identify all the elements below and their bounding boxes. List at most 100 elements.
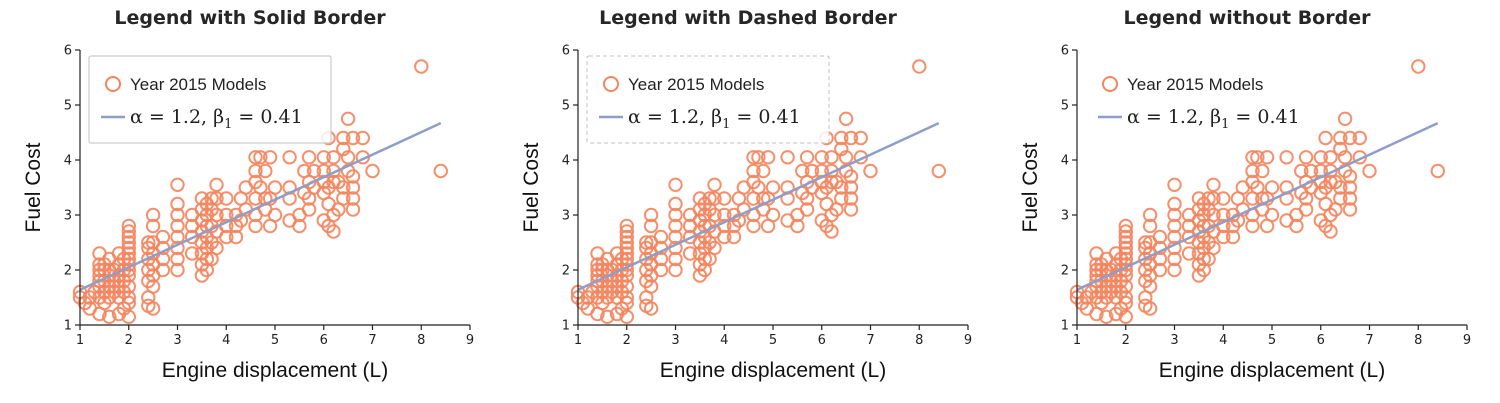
scatter-point [1323, 150, 1338, 165]
scatter-point [121, 309, 137, 324]
scatter-point [1118, 235, 1134, 250]
scatter-point [145, 218, 161, 234]
scatter-point [702, 191, 717, 206]
scatter-point [912, 59, 927, 74]
legend-math-rest: = 0.41 [730, 106, 800, 128]
legend-math-subscript: 1 [1221, 117, 1229, 132]
scatter-point [814, 150, 829, 165]
scatter-point [1167, 218, 1182, 234]
scatter-point [824, 150, 839, 165]
y-tick-label: 1 [1061, 319, 1069, 334]
scatter-point [1342, 130, 1358, 146]
scatter-point [653, 262, 669, 278]
y-tick-label: 3 [562, 209, 570, 224]
scatter-point [121, 251, 137, 267]
scatter-point [253, 150, 268, 165]
scatter-point [121, 295, 137, 311]
y-tick-label: 5 [1061, 99, 1069, 114]
scatter-point [155, 262, 171, 278]
scatter-point [1259, 150, 1275, 165]
scatter-point [1099, 309, 1114, 324]
x-tick-label: 1 [1073, 333, 1081, 348]
scatter-point [799, 202, 815, 217]
scatter-point [121, 229, 137, 245]
scatter-point [121, 218, 137, 234]
scatter-point [760, 150, 776, 165]
x-axis-label: Engine displacement (L) [660, 359, 886, 382]
legend-label-scatter: Year 2015 Models [1127, 75, 1263, 94]
scatter-point [1279, 150, 1294, 165]
y-tick-label: 4 [1061, 154, 1069, 169]
scatter-point [1118, 290, 1134, 305]
scatter-point [765, 207, 781, 223]
scatter-point [204, 191, 219, 206]
scatter-point [619, 218, 634, 234]
x-tick-label: 9 [964, 333, 972, 348]
x-tick-label: 6 [1317, 333, 1325, 348]
scatter-point [121, 268, 137, 283]
y-axis-label: Fuel Cost [520, 142, 543, 232]
scatter-point [1167, 229, 1182, 245]
scatter-point [1118, 240, 1134, 256]
scatter-point [619, 240, 634, 256]
scatter-point [1250, 150, 1265, 165]
x-tick-label: 9 [1463, 333, 1471, 348]
x-tick-label: 6 [320, 333, 328, 348]
scatter-point [619, 246, 634, 261]
scatter-point [824, 224, 839, 239]
y-tick-label: 3 [64, 209, 72, 224]
scatter-point [1118, 295, 1134, 311]
scatter-point [228, 229, 244, 245]
x-tick-label: 7 [368, 333, 376, 348]
scatter-point [1289, 218, 1304, 234]
scatter-point [619, 224, 634, 239]
scatter-point [619, 295, 634, 311]
scatter-point [1245, 163, 1260, 179]
scatter-point [1298, 202, 1314, 217]
scatter-point [145, 207, 161, 223]
scatter-point [1362, 163, 1377, 179]
scatter-point [199, 251, 215, 267]
scatter-point [1333, 180, 1348, 195]
legend-math-main: α = 1.2, β [628, 106, 722, 128]
legend: Year 2015 Models α = 1.2, β1 = 0.41 [586, 55, 830, 144]
scatter-point [121, 290, 137, 305]
y-tick-label: 1 [562, 319, 570, 334]
scatter-point [1118, 224, 1134, 239]
y-tick-label: 1 [64, 319, 72, 334]
scatter-point [668, 218, 683, 234]
scatter-point [102, 309, 117, 324]
scatter-point [170, 177, 185, 193]
scatter-point [121, 224, 137, 239]
scatter-point [668, 229, 683, 245]
scatter-point [834, 180, 849, 195]
scatter-point [619, 268, 634, 283]
scatter-point [1167, 262, 1182, 278]
legend-marker-circle [105, 76, 121, 92]
scatter-point [1430, 163, 1446, 179]
scatter-point [668, 251, 683, 267]
scatter-point [843, 191, 859, 206]
legend-math-rest: = 0.41 [232, 106, 302, 128]
scatter-point [668, 177, 683, 193]
legend-label-scatter: Year 2015 Models [130, 75, 266, 94]
scatter-point [121, 246, 137, 261]
scatter-point [267, 180, 283, 195]
scatter-point [1118, 279, 1134, 294]
scatter-point [780, 150, 795, 165]
scatter-point [170, 229, 185, 245]
scatter-point [843, 169, 859, 184]
scatter-point [1152, 262, 1168, 278]
scatter-point [756, 163, 771, 179]
scatter-point [301, 150, 317, 165]
scatter-point [209, 191, 224, 206]
scatter-point [834, 191, 849, 206]
x-tick-label: 2 [1122, 333, 1130, 348]
scatter-point [121, 279, 137, 294]
scatter-point [843, 202, 859, 217]
legend-math-main: α = 1.2, β [130, 106, 224, 128]
scatter-point [1411, 59, 1426, 74]
chart-panel-1: Legend with Solid Border 1 2 3 4 5 6 7 8 9 1 2 3 4 5 6 E… [22, 7, 474, 382]
scatter-point [619, 309, 634, 324]
scatter-point [843, 130, 859, 146]
